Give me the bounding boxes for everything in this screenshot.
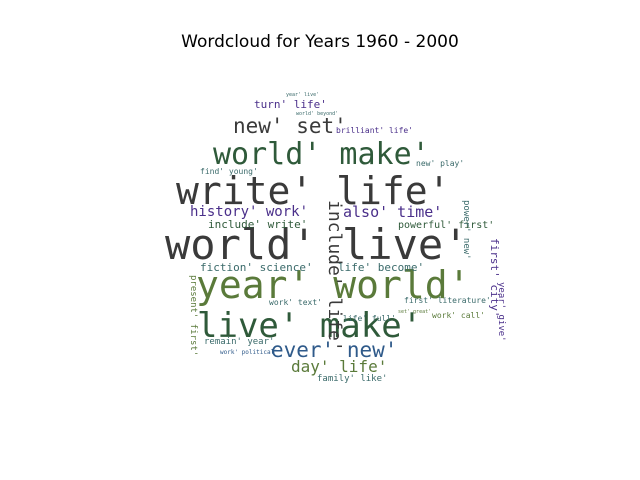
word-world-live: world' live' — [165, 220, 469, 269]
word-history-work: history' work' — [190, 204, 309, 220]
word-fiction-science: fiction' science' — [200, 261, 313, 274]
word-also-time: also' time' — [343, 203, 443, 221]
word-set-great: set' great' — [398, 309, 432, 315]
word-brilliant-life: brilliant' life' — [336, 126, 414, 135]
word-life-full: life' full' — [343, 314, 396, 323]
word-work-text: work' text' — [269, 298, 322, 307]
word-powerful-first: powerful' first' — [398, 220, 495, 231]
word-family-like: family' like' — [317, 374, 388, 384]
word-power-new: power' new' — [461, 200, 471, 260]
word-include-write: include' write' — [208, 218, 308, 231]
word-ever-new: ever' new' — [271, 338, 398, 362]
word-write-life: write' life' — [176, 169, 451, 213]
word-live-make: live' make' — [197, 306, 423, 346]
word-day-life: day' life' — [291, 357, 388, 376]
word-year-world: year' world' — [196, 263, 471, 307]
word-life-become: life' become' — [338, 261, 425, 274]
word-new-set: new' set' — [233, 114, 347, 138]
word-year-give: year' give' — [496, 282, 506, 342]
word-new-play: new' play' — [416, 159, 465, 168]
word-first-literature: first' literature' — [404, 296, 491, 305]
word-remain-year: remain' year' — [204, 337, 275, 347]
word-present-first: present' first' — [188, 275, 198, 357]
word-turn-life: turn' life' — [254, 98, 327, 111]
word-work-political: work' political' — [220, 349, 278, 356]
word-find-young: find' young' — [200, 167, 258, 176]
chart-title: Wordcloud for Years 1960 - 2000 — [181, 32, 459, 52]
word-world-beyond: world' beyond' — [296, 111, 339, 117]
word-work-call: work' call' — [432, 311, 485, 320]
word-year-live: year' live' — [286, 92, 320, 98]
word-include-life: include' life' — [324, 200, 345, 352]
word-world-make: world' make' — [213, 137, 430, 172]
